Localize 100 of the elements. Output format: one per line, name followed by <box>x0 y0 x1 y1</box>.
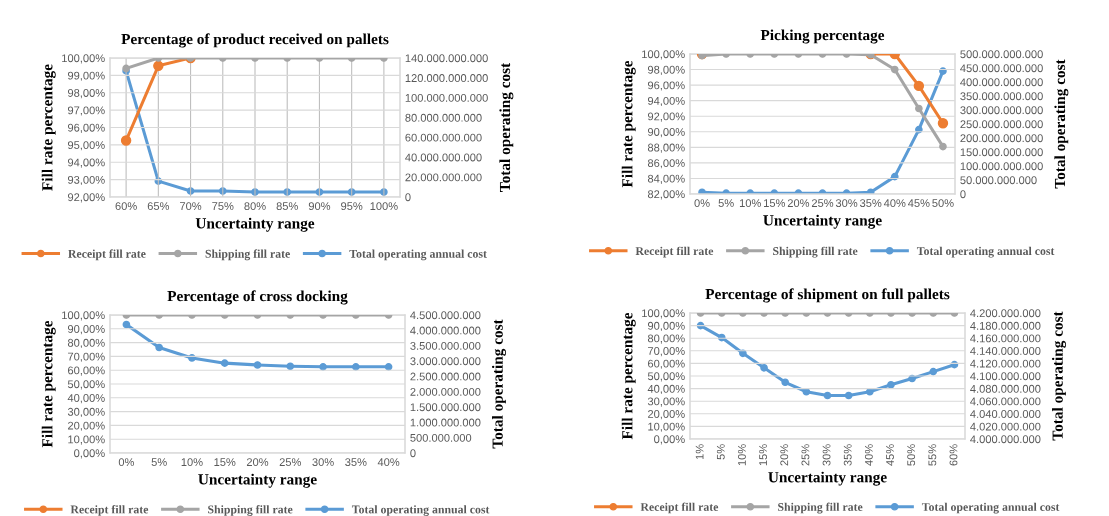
y-tick-label: 93,00% <box>67 175 105 186</box>
legend-label: Total operating annual cost <box>349 249 487 261</box>
chart-title: Percentage of shipment on full pallets <box>705 288 950 303</box>
x-tick-label: 30% <box>822 444 831 466</box>
x-axis-title: Uncertainty range <box>768 471 887 486</box>
y2-tick-label: 4.160.000.000 <box>970 334 1041 343</box>
y-tick-label: 82,00% <box>647 190 685 200</box>
x-tick-label: 1% <box>695 444 704 460</box>
y2-tick-label: 50.000.000.000 <box>960 176 1037 185</box>
y-tick-label: 10,00% <box>68 435 105 445</box>
y2-tick-label: 150.000.000.000 <box>960 148 1043 157</box>
x-tick-label: 90% <box>308 202 331 211</box>
x-tick-label: 95% <box>341 202 363 211</box>
y2-tick-label: 4.020.000.000 <box>970 422 1041 431</box>
x-tick-label: 20% <box>246 458 269 467</box>
x-tick-label: 0% <box>118 458 135 467</box>
y2-tick-label: 100.000.000.000 <box>405 93 488 102</box>
chart-title: Percentage of cross docking <box>167 290 348 305</box>
y2-tick-label: 400.000.000.000 <box>960 78 1043 87</box>
y-tick-label: 70,00% <box>648 347 685 357</box>
legend-label: Shipping fill rate <box>205 249 290 261</box>
x-tick-label: 100% <box>370 202 398 211</box>
x-tick-label: 35% <box>843 444 852 466</box>
y-tick-label: 84,00% <box>647 174 685 184</box>
y2-tick-label: 3.000.000.000 <box>410 357 481 366</box>
y-tick-label: 100,00% <box>642 309 685 319</box>
y2-tick-label: 140.000.000.000 <box>405 54 488 63</box>
y2-tick-label: 4.060.000.000 <box>970 397 1041 406</box>
legend-label: Receipt fill rate <box>640 502 719 514</box>
x-tick-label: 5% <box>151 458 167 467</box>
x-tick-label: 5% <box>718 199 734 208</box>
y2-tick-label: 4.120.000.000 <box>970 359 1041 368</box>
chart-title: Picking percentage <box>760 29 885 44</box>
x-tick-label: 85% <box>276 202 298 211</box>
y2-tick-label: 4.180.000.000 <box>970 321 1041 330</box>
y2-tick-label: 4.080.000.000 <box>970 384 1041 393</box>
legend-label: Shipping fill rate <box>208 505 293 516</box>
y-tick-label: 96,00% <box>647 81 685 91</box>
x-tick-label: 50% <box>907 444 916 466</box>
y2-tick-label: 100.000.000.000 <box>960 162 1043 171</box>
y2-tick-label: 40.000.000.000 <box>405 153 482 162</box>
y2-tick-label: 500.000.000 <box>410 433 472 442</box>
y2-tick-label: 4.140.000.000 <box>970 347 1041 355</box>
x-tick-label: 45% <box>908 199 930 208</box>
y-axis-title: Fill rate percentage <box>621 312 636 440</box>
y-tick-label: 94,00% <box>647 96 685 107</box>
y2-tick-label: 4.100.000.000 <box>970 372 1041 381</box>
y2-tick-label: 4.200.000.000 <box>970 309 1041 318</box>
y-axis-title: Fill rate percentage <box>41 320 56 448</box>
x-tick-label: 55% <box>928 444 937 466</box>
y2-tick-label: 4.000.000.000 <box>410 326 481 335</box>
y-tick-label: 30,00% <box>647 397 685 407</box>
y2-tick-label: 120.000.000.000 <box>405 74 488 82</box>
y-tick-label: 30,00% <box>67 407 105 418</box>
y-tick-label: 80,00% <box>647 334 685 344</box>
y-tick-label: 0,00% <box>654 435 685 445</box>
y-tick-label: 97,00% <box>67 106 105 116</box>
x-tick-label: 60% <box>115 202 137 211</box>
y2-axis-title: Total operating cost <box>1052 311 1066 441</box>
y2-tick-label: 3.500.000.000 <box>410 341 481 350</box>
x-tick-label: 50% <box>932 199 954 208</box>
y-tick-label: 60,00% <box>68 366 105 376</box>
y2-tick-label: 200.000.000.000 <box>960 134 1043 143</box>
y-tick-label: 0,00% <box>74 449 105 459</box>
y-tick-label: 20,00% <box>68 421 105 431</box>
y2-tick-label: 20.000.000.000 <box>405 173 482 182</box>
y2-tick-label: 4.040.000.000 <box>970 410 1041 418</box>
y2-tick-label: 0 <box>960 190 966 199</box>
y2-tick-label: 2.500.000.000 <box>410 372 481 381</box>
y-tick-label: 80,00% <box>67 338 105 349</box>
legend-label: Receipt fill rate <box>635 246 714 258</box>
x-tick-label: 40% <box>377 458 400 467</box>
legend-label: Receipt fill rate <box>68 249 146 261</box>
y-tick-label: 60,00% <box>648 359 685 369</box>
y-tick-label: 40,00% <box>67 394 105 404</box>
x-tick-label: 75% <box>212 202 234 211</box>
y2-tick-label: 450.000.000.000 <box>960 64 1043 73</box>
y2-tick-label: 250.000.000.000 <box>960 120 1043 129</box>
x-tick-label: 10% <box>738 444 746 466</box>
y-tick-label: 99,00% <box>67 71 105 81</box>
y2-tick-label: 0 <box>410 449 416 458</box>
y-tick-label: 90,00% <box>67 325 105 335</box>
y-tick-label: 50,00% <box>647 372 685 382</box>
y2-tick-label: 4.500.000.000 <box>410 311 481 320</box>
x-tick-label: 15% <box>764 199 786 208</box>
legend-label: Receipt fill rate <box>70 505 149 516</box>
legend-label: Shipping fill rate <box>773 246 858 258</box>
x-tick-label: 60% <box>949 444 958 466</box>
x-tick-label: 30% <box>835 199 858 208</box>
legend-label: Total operating annual cost <box>351 505 490 516</box>
y2-tick-label: 2.000.000.000 <box>410 387 481 396</box>
x-tick-label: 35% <box>345 458 367 467</box>
y-tick-label: 98,00% <box>647 65 685 75</box>
y-tick-label: 100,00% <box>62 311 105 321</box>
y-tick-label: 100,00% <box>642 50 685 60</box>
y-tick-label: 98,00% <box>67 89 105 99</box>
x-tick-label: 25% <box>801 444 810 466</box>
y-tick-label: 86,00% <box>647 159 685 169</box>
y-tick-label: 92,00% <box>647 112 685 122</box>
x-tick-label: 80% <box>244 202 266 211</box>
